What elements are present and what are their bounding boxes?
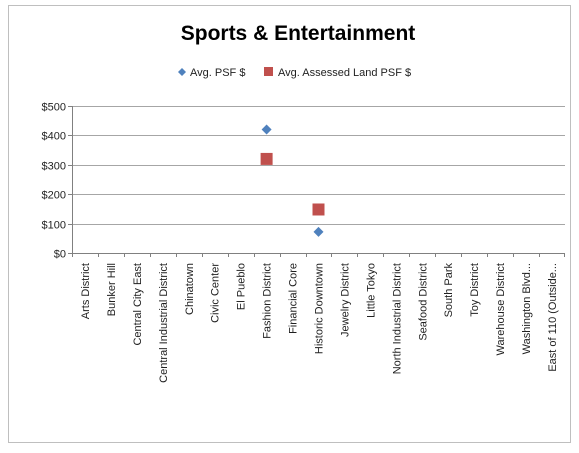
data-point-diamond <box>313 226 324 237</box>
x-tick-label: Seafood District <box>417 263 429 341</box>
x-tick-label: Jewelry District <box>339 263 351 337</box>
x-tick-label: El Pueblo <box>236 263 248 310</box>
data-point-square <box>312 203 325 216</box>
legend: Avg. PSF $ Avg. Assessed Land PSF $ <box>178 67 411 79</box>
x-tick-label: Historic Downtown <box>314 263 326 354</box>
x-tick-label: Central Industrial District <box>158 263 170 383</box>
x-tick-label: Arts District <box>80 263 92 319</box>
x-tick-label: Fashion District <box>262 263 274 339</box>
data-point-square <box>260 152 273 165</box>
y-tick-label: $500 <box>42 102 66 114</box>
grid <box>68 106 565 254</box>
x-tick-label: South Park <box>443 263 455 318</box>
legend-label-avg-psf: Avg. PSF $ <box>190 67 245 79</box>
x-tick-label: Washington Blvd... <box>521 263 533 354</box>
legend-label-avg-assessed: Avg. Assessed Land PSF $ <box>278 67 411 79</box>
x-tick-label: East of 110 (Outside... <box>547 263 559 372</box>
y-tick-label: $100 <box>42 220 66 232</box>
y-axis-ticks: $0 $100 $200 $300 $400 $500 <box>42 102 66 261</box>
chart-title: Sports & Entertainment <box>181 22 416 45</box>
x-tick-label: Little Tokyo <box>365 263 377 318</box>
x-tick-label: Bunker Hill <box>106 263 118 316</box>
x-tick-label: North Industrial District <box>391 263 403 374</box>
x-tick-label: Financial Core <box>288 263 300 334</box>
legend-square-icon <box>264 67 273 76</box>
y-tick-label: $300 <box>42 161 66 173</box>
y-tick-label: $0 <box>54 249 66 261</box>
x-axis-labels: Arts District Bunker Hill Central City Eas… <box>80 263 559 383</box>
axes <box>72 106 565 257</box>
x-tick-label: Toy District <box>469 263 481 317</box>
legend-diamond-icon <box>178 68 186 76</box>
x-tick-label: Warehouse District <box>495 263 507 356</box>
x-tick-label: Central City East <box>132 263 144 346</box>
data-markers <box>260 124 325 237</box>
y-tick-label: $200 <box>42 190 66 202</box>
x-tick-label: Chinatown <box>184 263 196 315</box>
y-tick-label: $400 <box>42 131 66 143</box>
x-tick-label: Civic Center <box>210 263 222 323</box>
data-point-diamond <box>261 124 272 135</box>
